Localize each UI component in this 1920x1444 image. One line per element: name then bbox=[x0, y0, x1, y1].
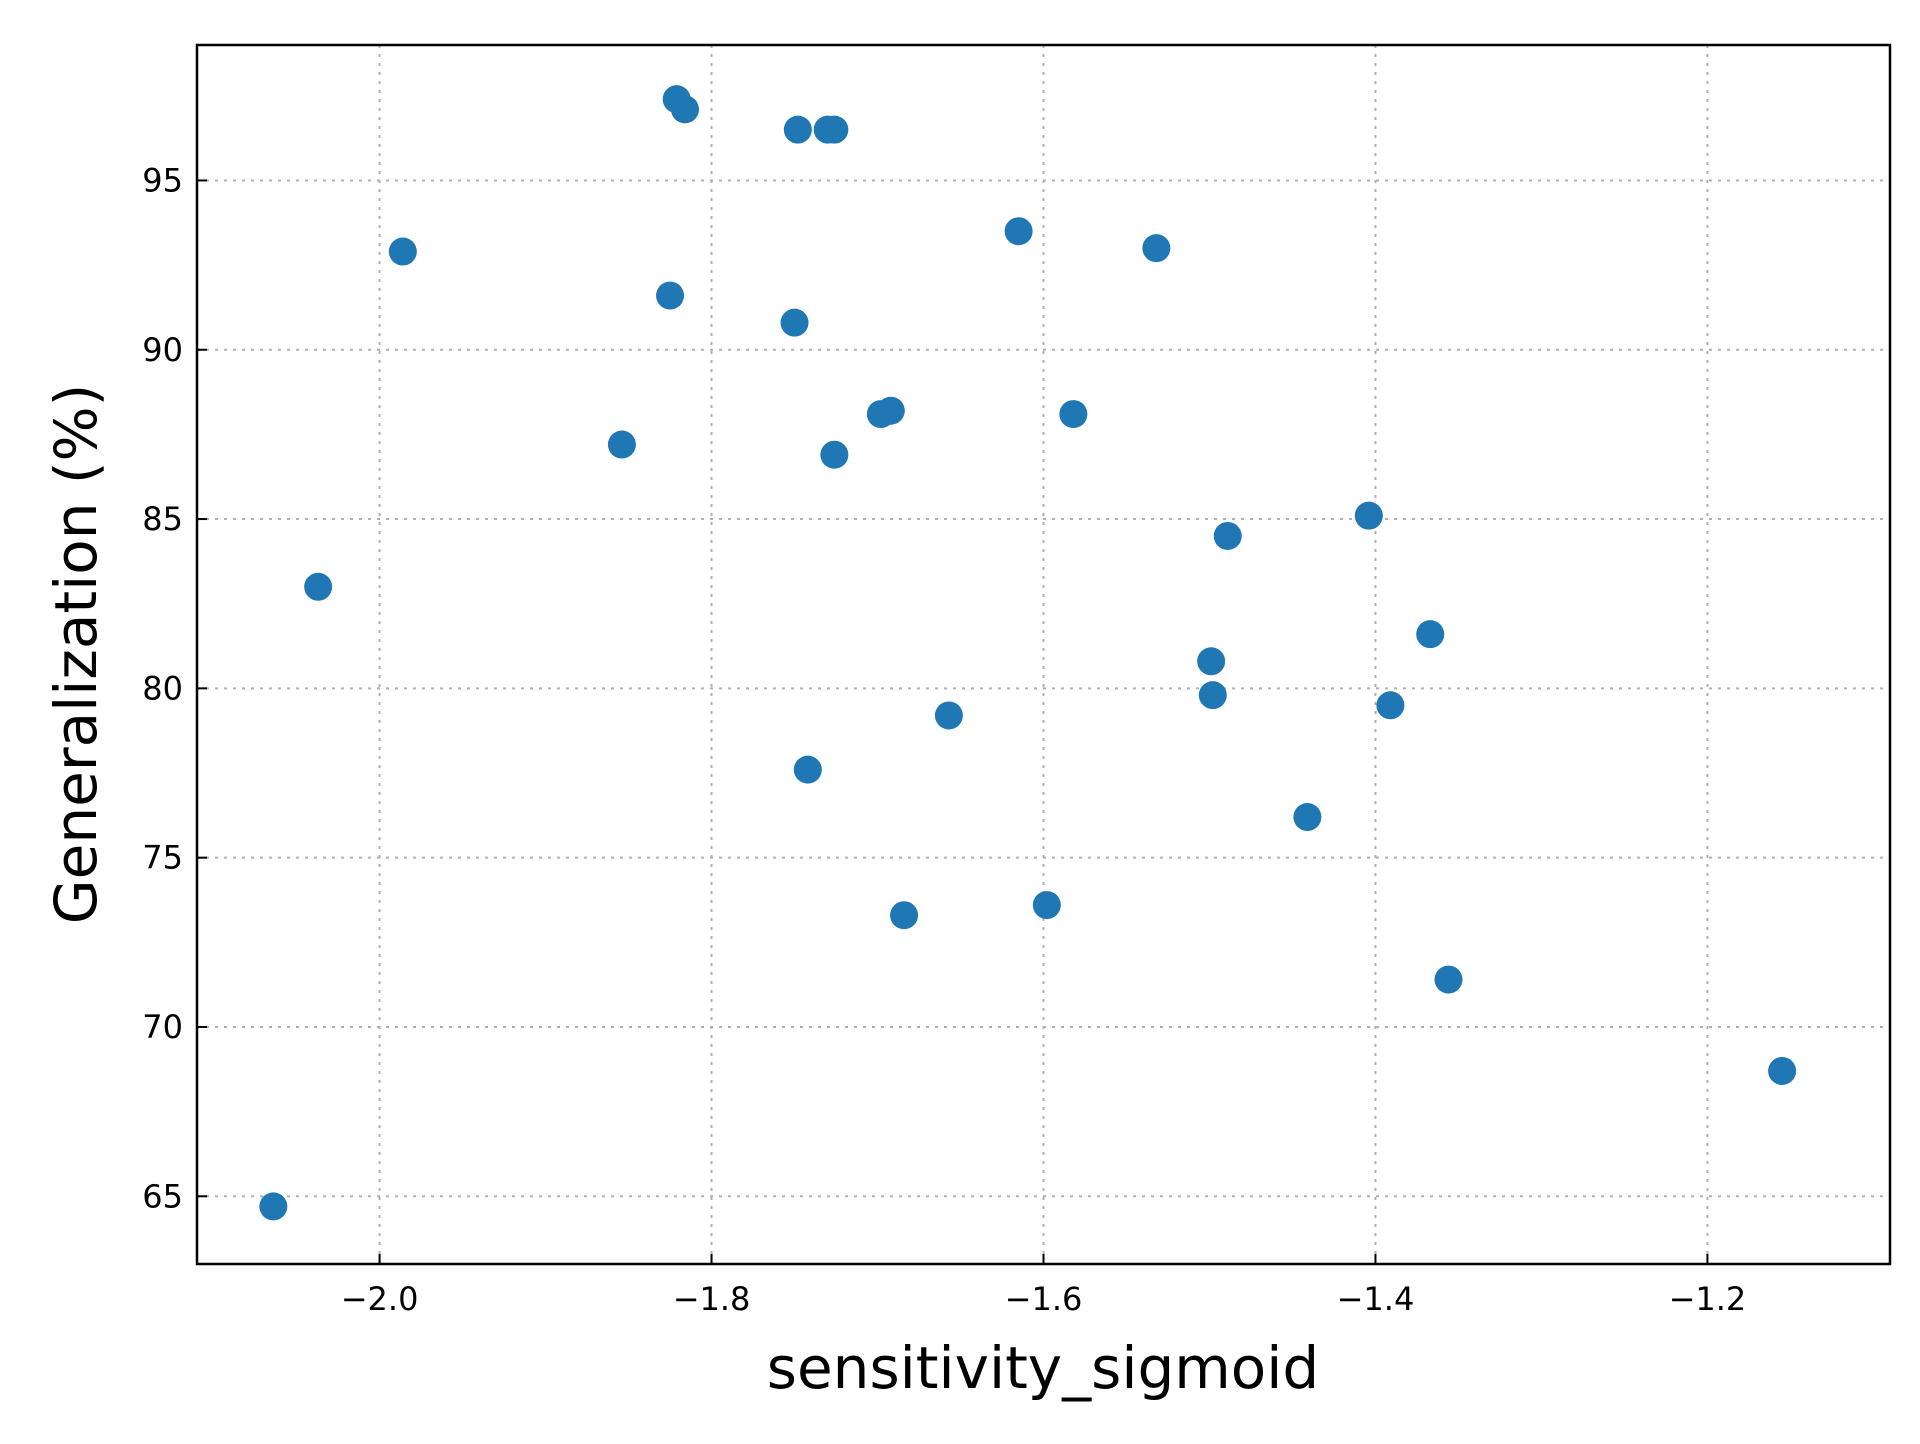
scatter-point bbox=[780, 308, 809, 337]
y-tick-label: 70 bbox=[142, 1008, 183, 1046]
scatter-point bbox=[1004, 217, 1033, 246]
y-axis-label: Generalization (%) bbox=[42, 384, 110, 925]
scatter-point bbox=[934, 701, 963, 730]
y-tick-label: 90 bbox=[142, 331, 183, 369]
scatter-point bbox=[1768, 1056, 1797, 1085]
y-tick-label: 75 bbox=[142, 839, 183, 877]
y-tick-label: 85 bbox=[142, 500, 183, 538]
scatter-point bbox=[890, 901, 919, 930]
scatter-point bbox=[656, 281, 685, 310]
scatter-point bbox=[876, 396, 905, 425]
grid bbox=[197, 45, 1890, 1264]
scatter-point bbox=[783, 115, 812, 144]
scatter-point bbox=[1032, 891, 1061, 920]
x-tick-label: −1.2 bbox=[1669, 1280, 1747, 1318]
y-tick-label: 80 bbox=[142, 669, 183, 707]
scatter-point bbox=[1213, 521, 1242, 550]
x-tick-label: −1.8 bbox=[673, 1280, 751, 1318]
y-tick-label: 65 bbox=[142, 1177, 183, 1215]
x-tick-label: −1.4 bbox=[1337, 1280, 1415, 1318]
scatter-points bbox=[259, 85, 1797, 1221]
scatter-point bbox=[1354, 501, 1383, 530]
y-tick-label: 95 bbox=[142, 161, 183, 199]
scatter-point bbox=[670, 95, 699, 124]
axis-ticks: −2.0 −1.8 −1.6 −1.4 −1.2 65 70 75 80 85 90 95 bbox=[142, 161, 1746, 1318]
scatter-point bbox=[1197, 647, 1226, 676]
x-axis-label: sensitivity_sigmoid bbox=[767, 1334, 1319, 1402]
scatter-point bbox=[259, 1192, 288, 1221]
scatter-point bbox=[793, 755, 822, 784]
x-tick-label: −1.6 bbox=[1005, 1280, 1083, 1318]
scatter-point bbox=[607, 430, 636, 459]
scatter-point bbox=[388, 237, 417, 266]
scatter-point bbox=[1376, 691, 1405, 720]
scatter-point bbox=[1434, 965, 1463, 994]
scatter-point bbox=[820, 115, 849, 144]
scatter-point bbox=[304, 572, 333, 601]
scatter-point bbox=[820, 440, 849, 469]
x-tick-label: −2.0 bbox=[341, 1280, 419, 1318]
scatter-point bbox=[1142, 234, 1171, 263]
scatter-point bbox=[1198, 681, 1227, 710]
scatter-point bbox=[1416, 620, 1445, 649]
scatter-point bbox=[1059, 400, 1088, 429]
scatter-point bbox=[1293, 803, 1322, 832]
